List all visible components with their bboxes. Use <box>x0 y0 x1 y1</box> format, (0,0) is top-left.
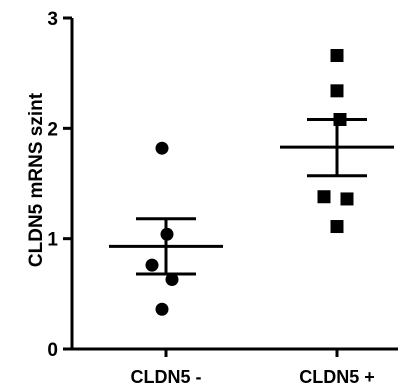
point-1-1 <box>155 141 169 155</box>
x-tick-label-1: CLDN5 - <box>131 367 202 387</box>
point-2-6 <box>330 220 344 234</box>
y-tick-label-1: 1 <box>47 230 58 251</box>
y-axis: 0 1 2 3 <box>47 9 74 361</box>
data-marks <box>109 49 394 316</box>
y-tick-label-3: 3 <box>47 9 58 30</box>
point-1-4 <box>165 272 179 286</box>
point-2-2 <box>330 84 344 98</box>
series-2 <box>280 49 394 234</box>
x-tick-label-2: CLDN5 + <box>299 367 375 387</box>
point-2-4 <box>317 190 331 204</box>
point-1-3 <box>145 258 159 272</box>
point-2-5 <box>340 192 354 206</box>
y-tick-label-2: 2 <box>47 119 58 140</box>
point-1-5 <box>155 302 169 316</box>
point-2-1 <box>330 49 344 63</box>
y-tick-label-0: 0 <box>47 340 58 361</box>
x-axis: CLDN5 - CLDN5 + <box>70 347 398 387</box>
y-axis-label: CLDN5 mRNS szint <box>26 92 47 267</box>
series-1 <box>109 141 223 316</box>
